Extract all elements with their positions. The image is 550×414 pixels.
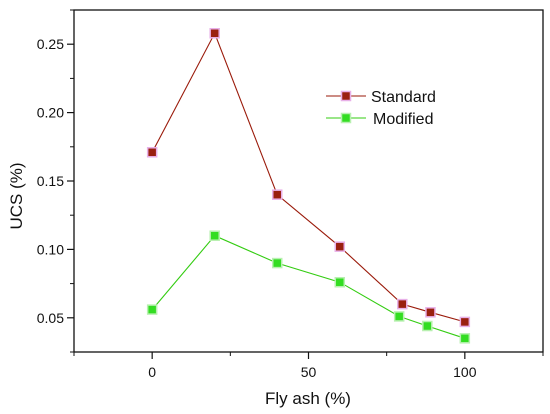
x-tick-label: 50 [301,364,317,380]
legend-item-modified: Modified [326,111,433,128]
x-tick-label: 0 [148,364,156,380]
data-point-standard [146,147,158,158]
legend-marker-standard [340,90,352,102]
x-axis-title: Fly ash (%) [265,389,351,408]
y-tick-label: 0.05 [37,310,64,326]
data-point-standard [334,241,346,252]
data-point-standard [459,316,471,328]
legend-item-standard: Standard [326,89,436,106]
legend: Standard Modified [315,80,465,136]
series-line-standard [151,31,465,323]
data-point-modified [146,304,158,315]
data-point-standard [397,298,408,310]
plot-frame [73,9,544,353]
data-point-modified [209,230,220,241]
y-axis-title: UCS (%) [7,162,26,229]
data-point-standard [425,307,436,318]
data-point-modified [422,320,433,332]
y-tick-label: 0.25 [37,36,64,52]
data-point-modified [393,311,405,322]
x-tick-label: 100 [453,364,477,380]
legend-label-modified: Modified [373,111,433,128]
axes-layer: 0 50 100 0.05 0.10 0.15 0.20 0.25 [37,9,544,380]
data-point-modified [334,276,346,288]
data-point-modified [459,333,471,344]
legend-marker-modified [340,112,352,124]
y-tick-label: 0.15 [37,173,64,189]
y-tick-label: 0.10 [37,241,64,257]
data-point-standard [209,28,220,39]
y-tick-label: 0.20 [37,105,64,121]
data-point-standard [271,189,283,200]
legend-label-standard: Standard [371,89,436,106]
series-layer [146,28,471,344]
data-point-modified [271,257,283,269]
series-line-modified [151,235,465,339]
